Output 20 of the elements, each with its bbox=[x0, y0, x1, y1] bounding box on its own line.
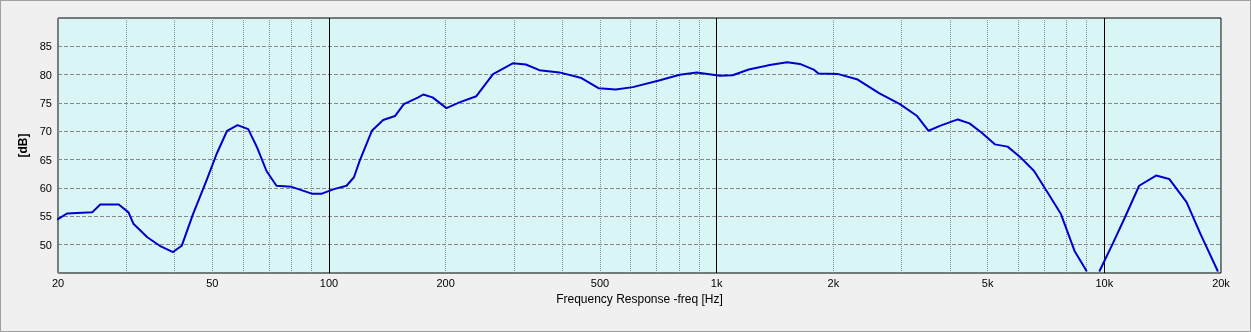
x-tick-label: 1k bbox=[710, 276, 723, 289]
y-tick-label: 85 bbox=[39, 40, 52, 53]
x-tick-label: 50 bbox=[206, 276, 219, 289]
x-tick-label: 2k bbox=[827, 276, 840, 289]
y-tick-label: 50 bbox=[39, 238, 52, 251]
y-tick-label: 60 bbox=[39, 182, 52, 194]
x-axis-title: Frequency Response -freq [Hz] bbox=[556, 291, 723, 306]
x-tick-label: 20 bbox=[51, 276, 65, 289]
y-axis-title: [dB] bbox=[15, 133, 30, 158]
x-tick-label: 20k bbox=[1212, 276, 1231, 289]
x-tick-label: 200 bbox=[436, 276, 455, 289]
x-tick-label: 10k bbox=[1095, 276, 1114, 289]
y-tick-label: 70 bbox=[39, 125, 52, 138]
x-tick-label: 100 bbox=[319, 276, 339, 289]
y-tick-label: 80 bbox=[39, 68, 52, 81]
y-tick-label: 75 bbox=[39, 97, 52, 109]
y-tick-label: 65 bbox=[39, 153, 52, 166]
x-tick-label: 500 bbox=[590, 276, 610, 289]
y-tick-label: 55 bbox=[39, 210, 52, 223]
x-tick-label: 5k bbox=[981, 276, 994, 289]
